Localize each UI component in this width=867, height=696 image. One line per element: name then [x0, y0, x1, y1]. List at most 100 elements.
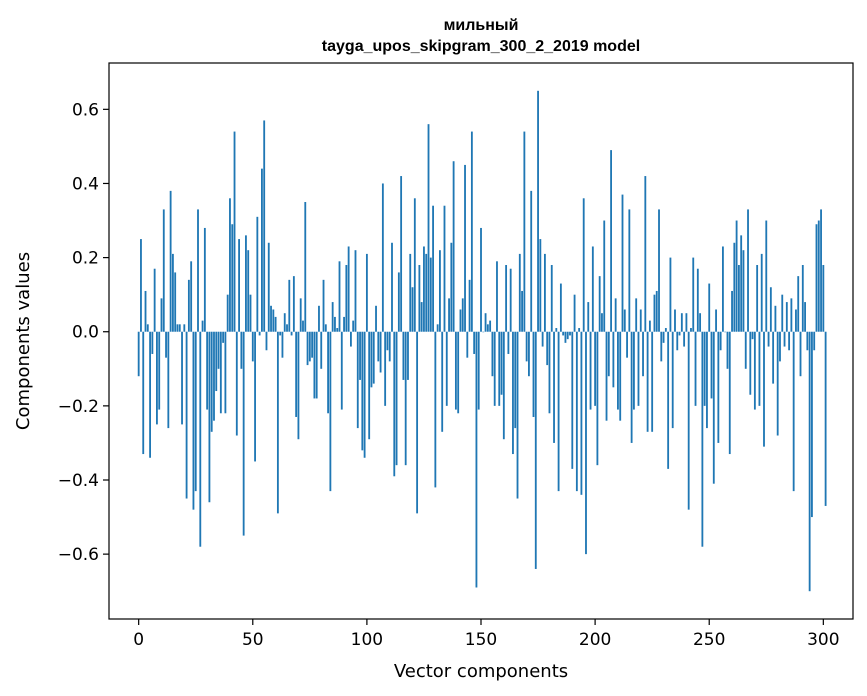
- bar-65: [286, 324, 288, 332]
- bar-296: [813, 331, 816, 351]
- bar-298: [817, 220, 820, 332]
- bar-159: [500, 331, 503, 395]
- bar-201: [596, 331, 599, 466]
- bar-107: [381, 183, 384, 332]
- bar-166: [516, 331, 519, 499]
- bar-279: [774, 305, 777, 332]
- bar-78: [315, 331, 318, 399]
- bar-186: [562, 331, 565, 336]
- bar-1: [140, 239, 142, 332]
- bar-273: [760, 253, 763, 332]
- bar-100: [365, 253, 368, 332]
- bar-104: [375, 305, 377, 332]
- y-tick-label: −0.6: [58, 545, 99, 565]
- bar-197: [587, 302, 590, 332]
- bar-169: [523, 131, 526, 332]
- bar-11: [162, 209, 165, 332]
- bar-94: [352, 320, 355, 332]
- bar-42: [233, 131, 236, 332]
- bar-205: [605, 331, 608, 421]
- bar-52: [256, 216, 259, 332]
- bar-93: [350, 331, 352, 347]
- bar-264: [740, 235, 743, 332]
- bar-219: [637, 331, 640, 406]
- bar-80: [320, 331, 323, 369]
- bar-228: [658, 209, 660, 332]
- bar-98: [361, 331, 364, 451]
- bar-25: [194, 331, 197, 492]
- bar-167: [518, 253, 521, 332]
- bar-185: [559, 283, 562, 332]
- bar-284: [785, 302, 788, 332]
- bar-202: [598, 276, 601, 332]
- bar-176: [539, 239, 542, 332]
- bar-99: [363, 331, 366, 458]
- bar-210: [617, 331, 619, 410]
- bar-235: [674, 309, 676, 332]
- bar-136: [448, 298, 450, 332]
- bar-58: [270, 305, 272, 332]
- bar-72: [302, 320, 304, 332]
- bar-40: [229, 198, 231, 332]
- bar-150: [480, 227, 482, 332]
- bar-266: [744, 331, 747, 369]
- bar-29: [203, 227, 206, 332]
- bar-44: [238, 239, 240, 332]
- y-tick-label: 0.2: [72, 249, 99, 269]
- bar-14: [169, 190, 172, 332]
- bar-90: [343, 316, 345, 332]
- bar-249: [706, 331, 708, 429]
- bar-301: [824, 331, 827, 506]
- bar-171: [528, 331, 530, 377]
- bar-27: [199, 331, 202, 547]
- bar-161: [505, 265, 508, 332]
- bar-32: [210, 331, 213, 432]
- bar-246: [699, 313, 702, 332]
- bar-163: [509, 268, 512, 332]
- bar-91: [345, 265, 348, 332]
- bar-178: [543, 253, 546, 332]
- bar-145: [468, 279, 471, 332]
- bar-70: [297, 331, 300, 440]
- bar-71: [299, 298, 302, 332]
- bar-13: [167, 331, 170, 429]
- bar-157: [496, 261, 498, 332]
- bar-194: [580, 331, 583, 495]
- bar-293: [806, 331, 809, 351]
- bar-274: [763, 331, 765, 447]
- bar-17: [176, 324, 179, 332]
- bar-291: [801, 265, 804, 332]
- bar-140: [457, 331, 460, 414]
- bar-216: [630, 331, 633, 443]
- bar-282: [781, 294, 784, 332]
- bar-153: [486, 324, 489, 332]
- bar-221: [642, 331, 644, 377]
- bar-6: [151, 331, 154, 354]
- bar-258: [726, 331, 729, 369]
- bar-61: [276, 331, 279, 514]
- bar-69: [295, 331, 298, 417]
- x-tick-label: 200: [579, 630, 611, 650]
- bar-146: [470, 131, 473, 332]
- bar-294: [808, 331, 811, 592]
- bar-119: [409, 253, 412, 332]
- x-tick-label: 300: [807, 630, 839, 650]
- plot-frame: [108, 62, 854, 620]
- bar-156: [493, 331, 496, 406]
- bar-256: [722, 246, 724, 332]
- bar-281: [779, 331, 781, 362]
- bar-131: [436, 324, 439, 332]
- y-tick-label: −0.4: [58, 471, 99, 491]
- bar-160: [502, 331, 505, 440]
- bar-127: [427, 124, 430, 332]
- bar-191: [573, 294, 576, 332]
- bar-8: [156, 331, 158, 425]
- bar-267: [747, 209, 749, 332]
- bar-173: [532, 331, 535, 417]
- bar-168: [521, 290, 523, 332]
- bar-123: [418, 265, 421, 332]
- bar-35: [217, 331, 220, 369]
- bar-54: [261, 168, 263, 332]
- bar-292: [804, 302, 806, 332]
- bar-232: [667, 331, 670, 469]
